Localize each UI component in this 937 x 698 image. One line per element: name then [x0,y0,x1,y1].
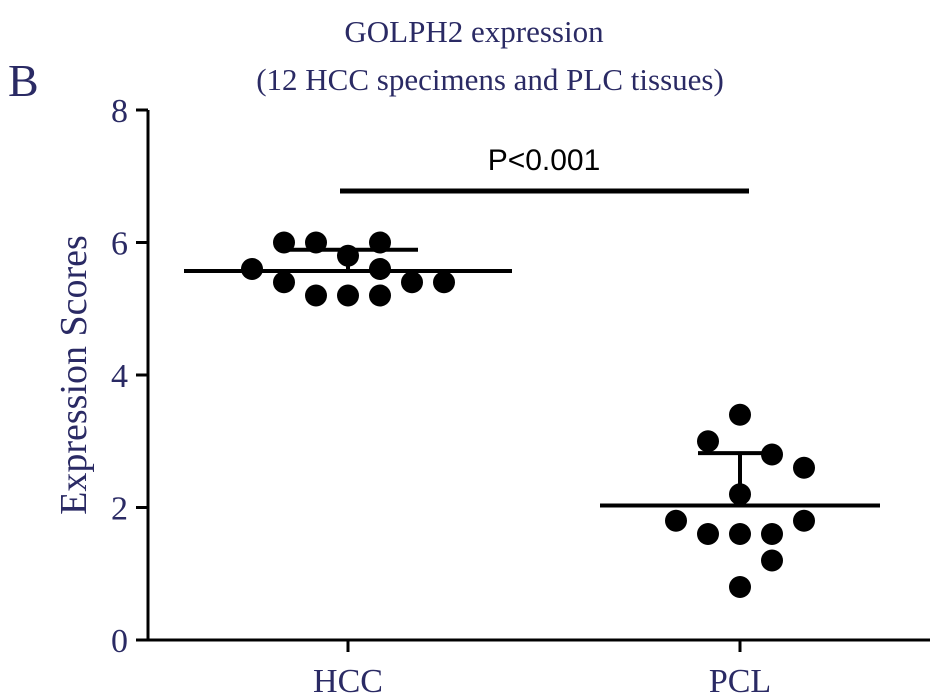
data-point [793,456,815,479]
data-point [793,509,815,532]
data-point [729,483,751,506]
data-point [665,509,687,532]
y-axis-label: Expression Scores [53,235,95,515]
data-point [305,284,327,307]
data-point [305,231,327,254]
data-point [729,403,751,426]
x-tick-label: HCC [313,663,383,698]
data-point [729,576,751,598]
data-point [273,231,295,254]
data-point [337,244,359,267]
y-tick-label: 8 [111,93,128,130]
data-point [729,523,751,545]
panel-label: B [8,55,39,106]
data-point [369,231,391,254]
data-point [337,284,359,307]
data-point [697,430,719,453]
chart-title: GOLPH2 expression [344,14,604,49]
p-value-annotation: P<0.001 [488,144,601,177]
data-point [761,443,783,466]
axes: 0 2 4 6 8 HCC PCL [111,93,930,698]
data-point [369,284,391,307]
y-tick-label: 6 [111,226,128,263]
data-point [401,271,423,294]
data-point [241,258,263,280]
y-tick-label: 4 [111,358,128,395]
y-tick-label: 0 [111,623,128,660]
data-point [761,523,783,545]
chart-subtitle: (12 HCC specimens and PLC tissues) [256,62,724,97]
x-tick-label: PCL [709,663,771,698]
data-marks [184,231,880,598]
data-point [761,549,783,572]
data-point [697,523,719,545]
y-tick-label: 2 [111,491,128,528]
data-point [433,271,455,294]
data-point [273,271,295,294]
data-point [369,258,391,280]
